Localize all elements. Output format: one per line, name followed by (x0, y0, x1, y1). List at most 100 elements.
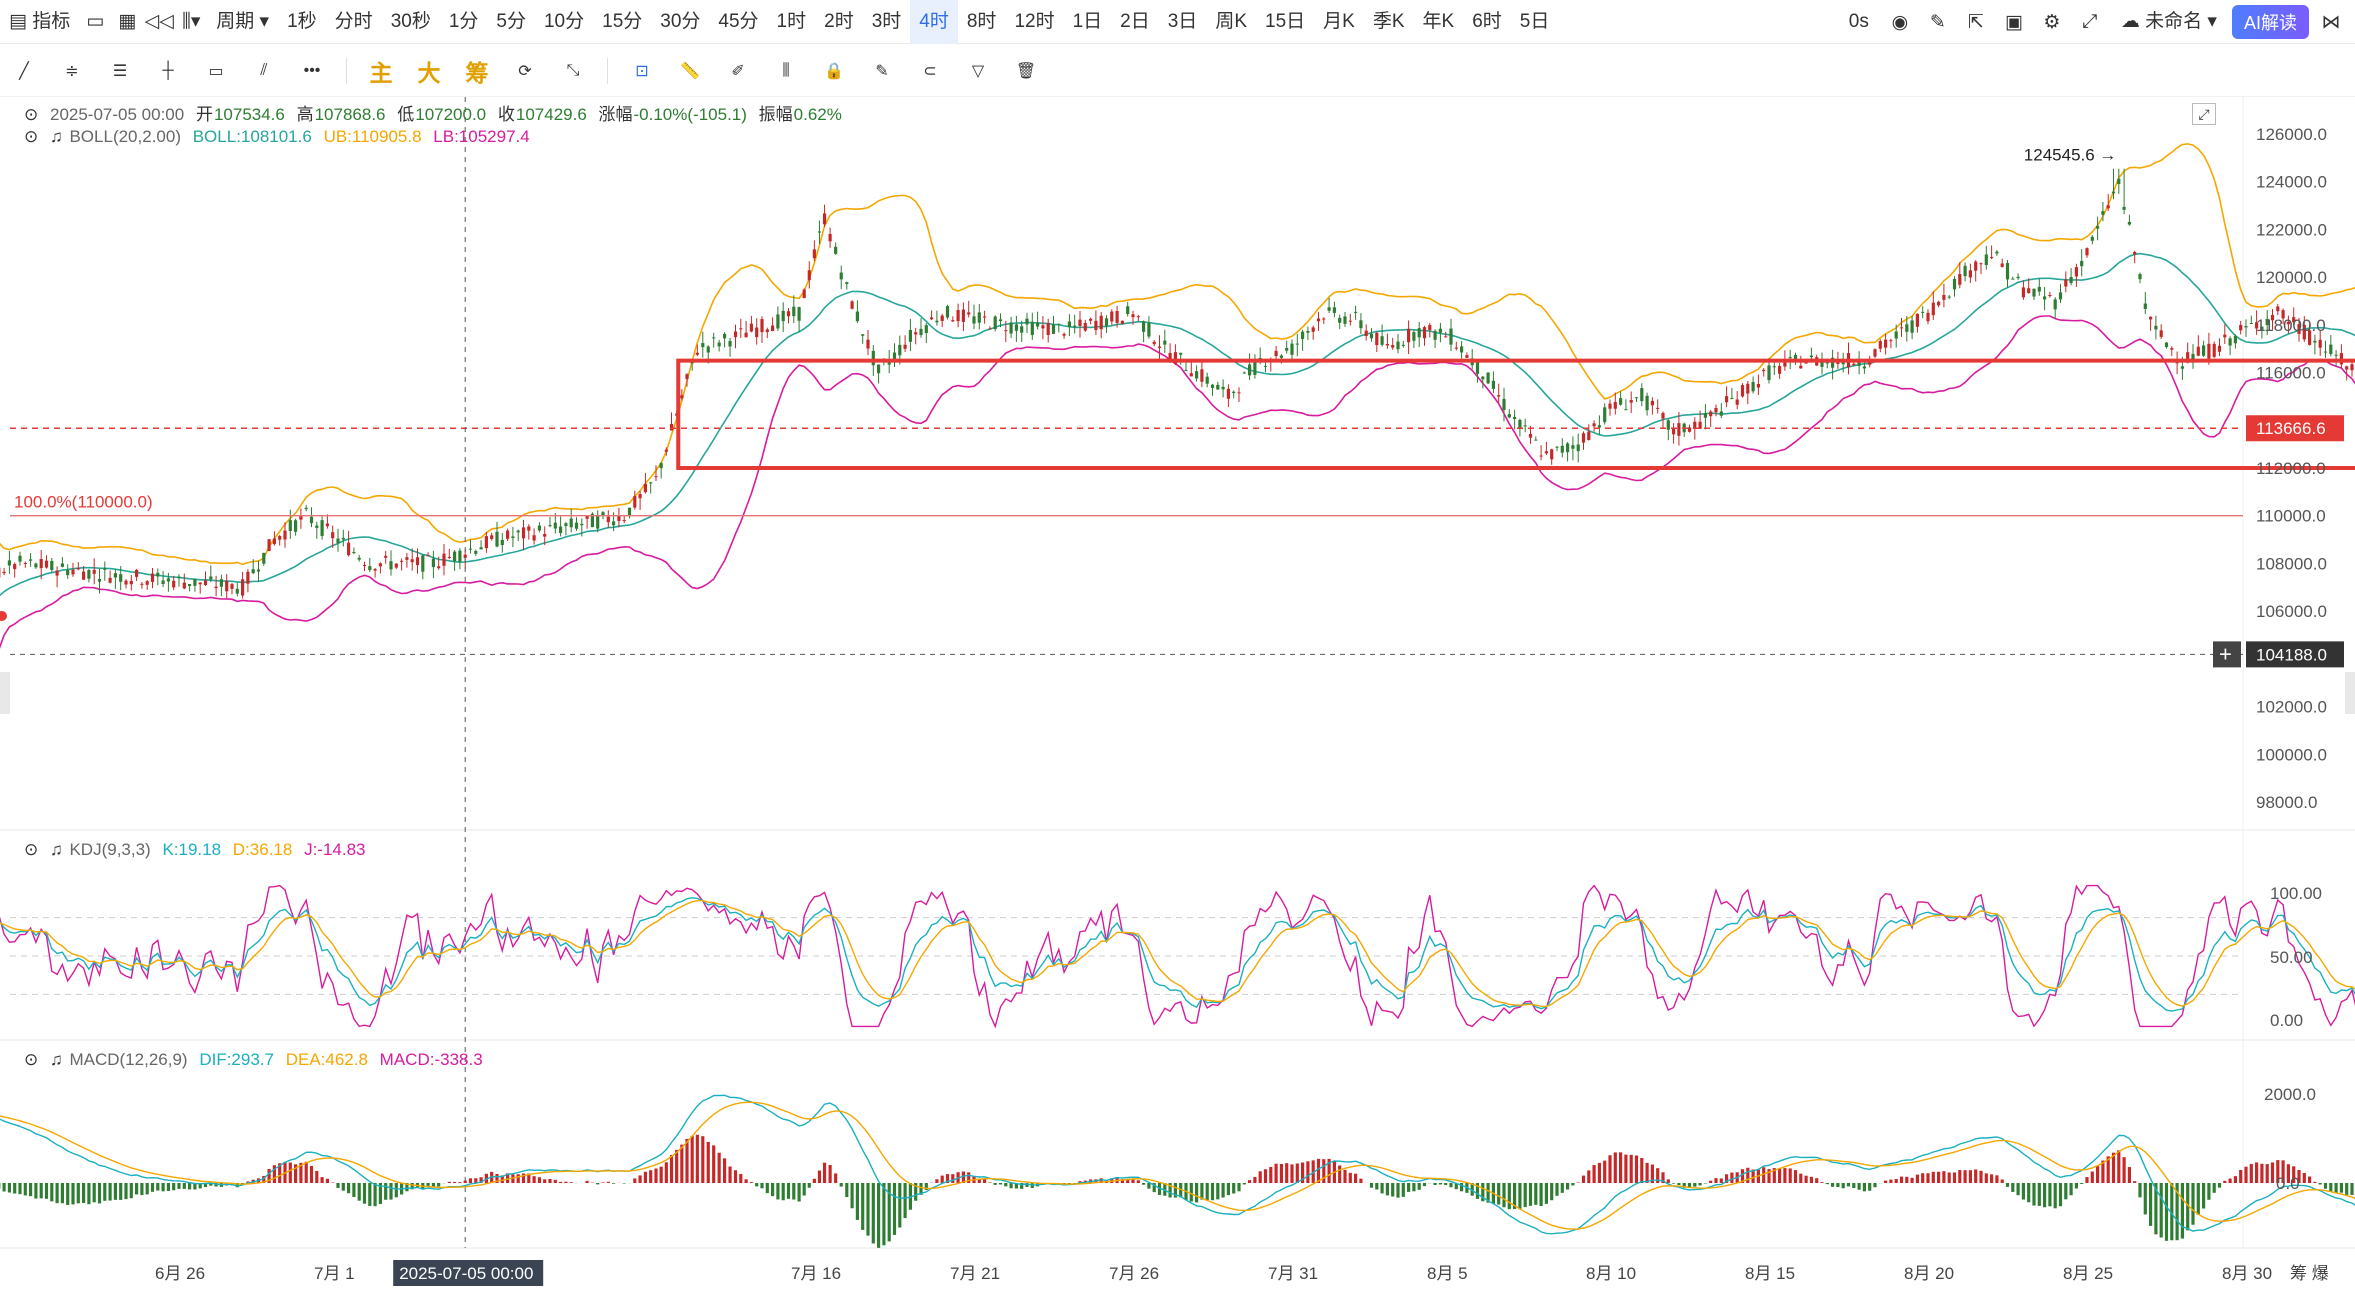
brush-icon[interactable]: ✐ (731, 62, 745, 80)
period-24[interactable]: 5日 (1519, 10, 1550, 32)
more-tools-icon[interactable]: ••• (303, 61, 321, 79)
kdj-legend: ⊙ ♫ KDJ(9,3,3) K:19.18 D:36.18 J:-14.83 (24, 840, 373, 860)
ai-analysis-button[interactable]: AI解读 (2231, 5, 2309, 39)
trendline-icon[interactable]: ╱ (19, 62, 29, 80)
chip-tool[interactable]: 筹 (465, 59, 489, 86)
candle-body (1963, 265, 1967, 277)
candle-body (1099, 315, 1103, 330)
period-22[interactable]: 年K (1422, 10, 1455, 32)
period-2[interactable]: 30秒 (390, 10, 431, 32)
kdj-name[interactable]: KDJ(9,3,3) (69, 840, 151, 859)
bookmark-icon[interactable]: ⊡ (635, 62, 649, 80)
collapse-icon[interactable]: ⊙ (24, 127, 39, 146)
candle-body (1544, 451, 1548, 454)
period-13[interactable]: 8时 (966, 10, 997, 32)
period-3[interactable]: 1分 (448, 10, 479, 32)
filter-icon[interactable]: ▽ (971, 62, 985, 80)
candle-body (2011, 278, 2015, 280)
period-11[interactable]: 3时 (871, 10, 902, 32)
main-force-tool[interactable]: 主 (369, 59, 393, 86)
period-15[interactable]: 1日 (1072, 10, 1103, 32)
price-axis-label: 126000.0 (2256, 125, 2327, 144)
period-4[interactable]: 5分 (496, 10, 526, 32)
note-icon[interactable]: ✎ (875, 62, 889, 80)
period-21[interactable]: 季K (1372, 10, 1405, 32)
candle-body (633, 496, 637, 508)
collapse-icon[interactable]: ⊙ (24, 840, 39, 859)
horizontal-line-icon[interactable]: ┼ (162, 61, 174, 79)
candle-body (1984, 254, 1988, 265)
candle-body (415, 557, 420, 566)
candle-body (256, 569, 261, 572)
candle-body (325, 523, 329, 527)
candle-body (659, 463, 663, 469)
period-0[interactable]: 1秒 (287, 10, 317, 32)
candle-type-icon[interactable]: ⫼▾ (182, 11, 201, 32)
candle-body (1672, 428, 1676, 435)
fullscreen-icon[interactable]: ⤢ (2082, 11, 2098, 32)
pen-icon[interactable]: ✎ (1929, 11, 1946, 33)
period-8[interactable]: 45分 (718, 10, 759, 32)
period-10[interactable]: 2时 (824, 10, 854, 32)
measure-icon[interactable]: ⤡ (566, 61, 580, 79)
trash-icon[interactable]: 🗑 (1015, 62, 1037, 80)
period-14[interactable]: 12时 (1014, 10, 1055, 32)
candle-body (2016, 276, 2020, 279)
period-12[interactable]: 4时 (910, 0, 958, 44)
collapse-icon[interactable]: ⊙ (24, 105, 39, 124)
candle-body (2228, 338, 2232, 346)
replay-icon[interactable]: ◁◁ (144, 11, 174, 32)
big-order-tool[interactable]: 大 (417, 59, 441, 86)
candle-body (1454, 347, 1458, 349)
gann-fan-icon[interactable]: ⫽ (260, 61, 268, 79)
layout-icon[interactable]: ▦ (118, 11, 137, 32)
camera-icon[interactable]: ◉ (1891, 11, 1909, 33)
ruler-icon[interactable]: 📏 (680, 62, 700, 80)
period-20[interactable]: 月K (1323, 10, 1355, 32)
candle-body (2005, 263, 2010, 280)
share-icon[interactable]: ⋈ (2321, 11, 2341, 33)
magnet-icon[interactable]: ⊂ (923, 62, 937, 80)
boll-name[interactable]: BOLL(20,2.00) (69, 127, 181, 146)
collapse-icon[interactable]: ⊙ (24, 1050, 39, 1069)
rotate-icon[interactable]: ⟳ (518, 62, 532, 80)
period-5[interactable]: 10分 (543, 10, 585, 32)
macd-dif-value: DIF:293.7 (199, 1050, 274, 1069)
period-9[interactable]: 1时 (776, 10, 807, 32)
kdj-axis-label: 0.00 (2270, 1011, 2303, 1030)
period-1[interactable]: 分时 (334, 10, 373, 32)
indicator-menu[interactable]: ▤ 指标 (9, 10, 71, 32)
macd-name[interactable]: MACD(12,26,9) (69, 1050, 188, 1069)
export-icon[interactable]: ⇱ (1967, 11, 1984, 33)
candles-icon[interactable]: ⫼ (782, 61, 790, 79)
fib-retracement-icon[interactable]: ☰ (112, 62, 128, 80)
period-19[interactable]: 15日 (1265, 10, 1306, 32)
candle-body (1168, 352, 1172, 361)
expand-icon[interactable]: ⤢ (2192, 103, 2216, 125)
lock-icon[interactable]: 🔒 (824, 62, 844, 80)
settings-icon[interactable]: ⚙ (2043, 11, 2061, 33)
candle-body (1375, 332, 1379, 346)
period-17[interactable]: 3日 (1167, 10, 1198, 32)
period-7[interactable]: 30分 (660, 10, 701, 32)
rectangle-icon[interactable]: ▭ (208, 62, 224, 80)
workspace-menu[interactable]: ☁ 未命名 ▾ (2120, 11, 2217, 32)
period-6[interactable]: 15分 (602, 10, 643, 32)
bell-icon[interactable]: ♫ (49, 1050, 63, 1069)
high-value: 107868.6 (314, 105, 386, 124)
period-23[interactable]: 6时 (1472, 10, 1502, 32)
candle-body (60, 563, 64, 567)
bell-icon[interactable]: ♫ (49, 127, 63, 146)
period-menu[interactable]: 周期 ▾ (216, 10, 270, 32)
period-16[interactable]: 2日 (1120, 10, 1150, 32)
calendar-icon[interactable]: ▭ (86, 11, 105, 32)
period-18[interactable]: 周K (1215, 10, 1247, 32)
candle-body (2323, 351, 2328, 353)
parallel-channel-icon[interactable]: ≑ (65, 62, 79, 80)
candle-body (1730, 397, 1734, 399)
template-icon[interactable]: ▣ (2004, 11, 2023, 33)
candle-body (908, 329, 912, 342)
bell-icon[interactable]: ♫ (49, 840, 63, 859)
candle-body (1396, 341, 1400, 350)
